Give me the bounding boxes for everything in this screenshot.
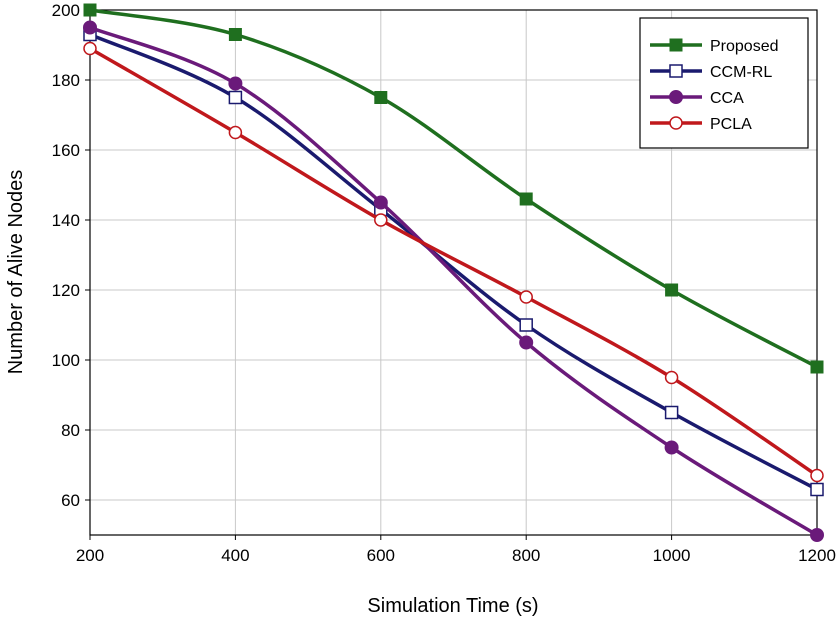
legend-label-pcla: PCLA bbox=[710, 116, 752, 133]
data-point-proposed bbox=[810, 360, 824, 374]
data-point-cca bbox=[228, 76, 243, 91]
data-point-cca bbox=[519, 335, 534, 350]
y-tick-label: 200 bbox=[52, 1, 80, 20]
legend-marker-proposed bbox=[669, 38, 683, 52]
data-point-ccm-rl bbox=[228, 90, 243, 105]
legend: Proposed CCM-RL CCA PCLA bbox=[639, 17, 809, 149]
x-tick-label: 200 bbox=[76, 546, 104, 565]
data-point-proposed bbox=[83, 3, 97, 17]
x-tick-label: 1000 bbox=[653, 546, 691, 565]
legend-label-ccm-rl: CCM-RL bbox=[710, 64, 772, 81]
y-tick-label: 160 bbox=[52, 141, 80, 160]
data-point-pcla bbox=[810, 468, 824, 483]
series-proposed bbox=[83, 3, 824, 374]
series-pcla bbox=[83, 41, 824, 483]
data-point-proposed bbox=[374, 91, 388, 104]
legend-item-pcla: PCLA bbox=[650, 116, 752, 133]
data-point-pcla bbox=[664, 370, 679, 385]
y-tick-label: 100 bbox=[52, 351, 80, 370]
data-point-cca bbox=[373, 195, 388, 210]
y-tick-label: 60 bbox=[61, 491, 80, 510]
data-point-ccm-rl bbox=[664, 405, 679, 420]
y-tick-label: 80 bbox=[61, 421, 80, 440]
legend-item-proposed: Proposed bbox=[650, 38, 779, 55]
x-tick-label: 1200 bbox=[798, 546, 836, 565]
x-tick-label: 600 bbox=[367, 546, 395, 565]
data-point-cca bbox=[83, 20, 97, 35]
data-point-cca bbox=[664, 440, 679, 455]
series-line-ccm-rl bbox=[89, 32, 818, 492]
data-point-proposed bbox=[665, 283, 679, 297]
x-axis-title: Simulation Time (s) bbox=[367, 595, 538, 617]
legend-marker-ccm-rl bbox=[669, 64, 683, 78]
series-line-cca bbox=[89, 25, 818, 537]
y-tick-label: 180 bbox=[52, 71, 80, 90]
y-tick-label: 140 bbox=[52, 211, 80, 230]
data-point-proposed bbox=[519, 192, 533, 206]
legend-box bbox=[639, 17, 809, 149]
data-point-pcla bbox=[519, 290, 533, 304]
x-axis-ticks: 200 400 600 800 1000 1200 bbox=[76, 535, 836, 565]
x-tick-label: 400 bbox=[221, 546, 249, 565]
series-cca bbox=[83, 20, 824, 542]
y-axis-title: Number of Alive Nodes bbox=[5, 170, 27, 375]
series-group bbox=[83, 3, 824, 542]
y-axis-ticks: 60 80 100 120 140 160 180 200 bbox=[52, 1, 90, 510]
data-point-proposed bbox=[228, 28, 242, 41]
y-tick-label: 120 bbox=[52, 281, 80, 300]
legend-marker-cca bbox=[669, 90, 683, 104]
plot-frame bbox=[89, 9, 818, 536]
legend-item-ccm-rl: CCM-RL bbox=[650, 64, 772, 81]
series-line-proposed bbox=[89, 8, 818, 369]
data-point-pcla bbox=[374, 213, 388, 227]
data-point-cca bbox=[810, 528, 824, 542]
x-tick-label: 800 bbox=[512, 546, 540, 565]
legend-marker-pcla bbox=[669, 116, 683, 130]
legend-item-cca: CCA bbox=[650, 90, 744, 107]
data-point-pcla bbox=[228, 125, 243, 140]
data-point-pcla bbox=[83, 41, 97, 56]
legend-label-proposed: Proposed bbox=[710, 38, 779, 55]
data-point-ccm-rl bbox=[519, 318, 533, 332]
data-point-ccm-rl bbox=[810, 482, 824, 497]
series-line-pcla bbox=[89, 46, 818, 477]
legend-label-cca: CCA bbox=[710, 90, 744, 107]
